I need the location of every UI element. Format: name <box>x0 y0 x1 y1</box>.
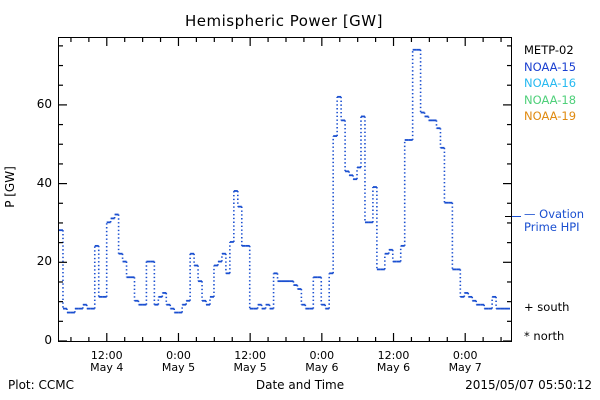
x-tick-time: 0:00 <box>452 349 478 362</box>
x-tick-label: 0:00 May 7 <box>430 350 500 374</box>
x-tick-label: 0:00 May 6 <box>287 350 357 374</box>
x-tick-time: 0:00 <box>309 349 335 362</box>
x-tick-time: 0:00 <box>166 349 191 362</box>
legend-ovation-line1: — Ovation <box>524 207 585 221</box>
y-tick-label: 40 <box>36 175 52 190</box>
y-tick-label: 0 <box>44 333 52 347</box>
x-tick-time: 12:00 <box>90 349 123 362</box>
x-tick-date: May 7 <box>448 361 482 374</box>
x-tick-date: May 6 <box>376 361 411 374</box>
x-tick-label: 0:00 May 5 <box>143 350 213 374</box>
legend-item-noaa-16: NOAA-16 <box>524 76 577 90</box>
plot-credit: Plot: CCMC <box>8 378 74 392</box>
legend-north: * north <box>524 329 565 343</box>
legend-ovation-prime: — Ovation Prime HPI <box>524 208 584 234</box>
y-tick-label: 20 <box>36 254 52 269</box>
x-tick-label: 12:00 May 6 <box>359 350 429 374</box>
legend-south: + south <box>524 300 570 314</box>
x-tick-date: May 4 <box>90 361 124 374</box>
y-tick-label: 60 <box>36 96 52 111</box>
x-tick-date: May 5 <box>233 361 267 374</box>
page-title: Hemispheric Power [GW] <box>185 12 383 30</box>
ovation-line-swatch <box>512 216 521 217</box>
x-tick-time: 12:00 <box>377 349 410 362</box>
legend-item-noaa-19: NOAA-19 <box>524 109 577 123</box>
x-tick-date: May 6 <box>305 361 339 374</box>
x-tick-label: 12:00 May 5 <box>215 350 285 374</box>
x-axis-label: Date and Time <box>255 378 345 392</box>
data-plot-svg <box>59 48 510 314</box>
x-tick-label: 12:00 May 4 <box>72 350 142 374</box>
series-ovation-prime-hpi <box>59 48 510 314</box>
legend-item-metp-02: METP-02 <box>524 43 574 57</box>
legend-item-noaa-15: NOAA-15 <box>524 59 577 74</box>
legend-satellites: METP-02 NOAA-15 NOAA-16 NOAA-18 NOAA-19 <box>524 42 576 125</box>
legend-item-noaa-18: NOAA-18 <box>524 92 577 107</box>
plot-area <box>58 37 512 342</box>
right-axis-tick-ovation <box>505 216 513 217</box>
legend-ovation-line2: Prime HPI <box>524 220 580 234</box>
x-tick-date: May 5 <box>161 361 196 374</box>
generation-timestamp: 2015/05/07 05:50:12 <box>465 378 592 392</box>
x-tick-time: 12:00 <box>234 349 266 362</box>
